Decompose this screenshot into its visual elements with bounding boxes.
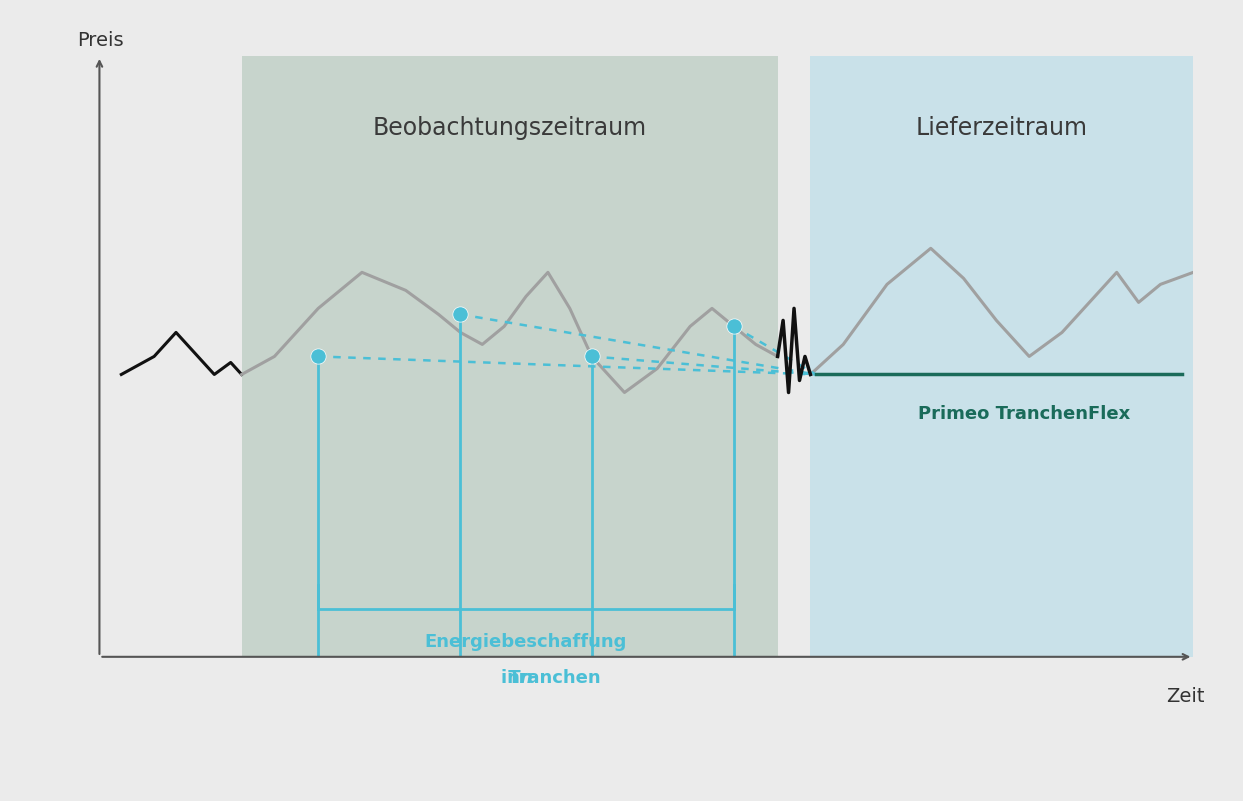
Text: in: in bbox=[501, 669, 526, 686]
Text: Tranchen: Tranchen bbox=[451, 669, 600, 686]
Text: Preis: Preis bbox=[77, 31, 124, 50]
Text: n: n bbox=[520, 669, 532, 686]
Text: Lieferzeitraum: Lieferzeitraum bbox=[916, 116, 1088, 140]
Text: Primeo TranchenFlex: Primeo TranchenFlex bbox=[917, 405, 1130, 422]
Bar bbox=[241, 56, 778, 657]
Bar bbox=[810, 56, 1193, 657]
Text: Zeit: Zeit bbox=[1166, 686, 1204, 706]
Bar bbox=[778, 56, 810, 657]
Text: Energiebeschaffung: Energiebeschaffung bbox=[425, 633, 628, 650]
Text: Beobachtungszeitraum: Beobachtungszeitraum bbox=[373, 116, 646, 140]
